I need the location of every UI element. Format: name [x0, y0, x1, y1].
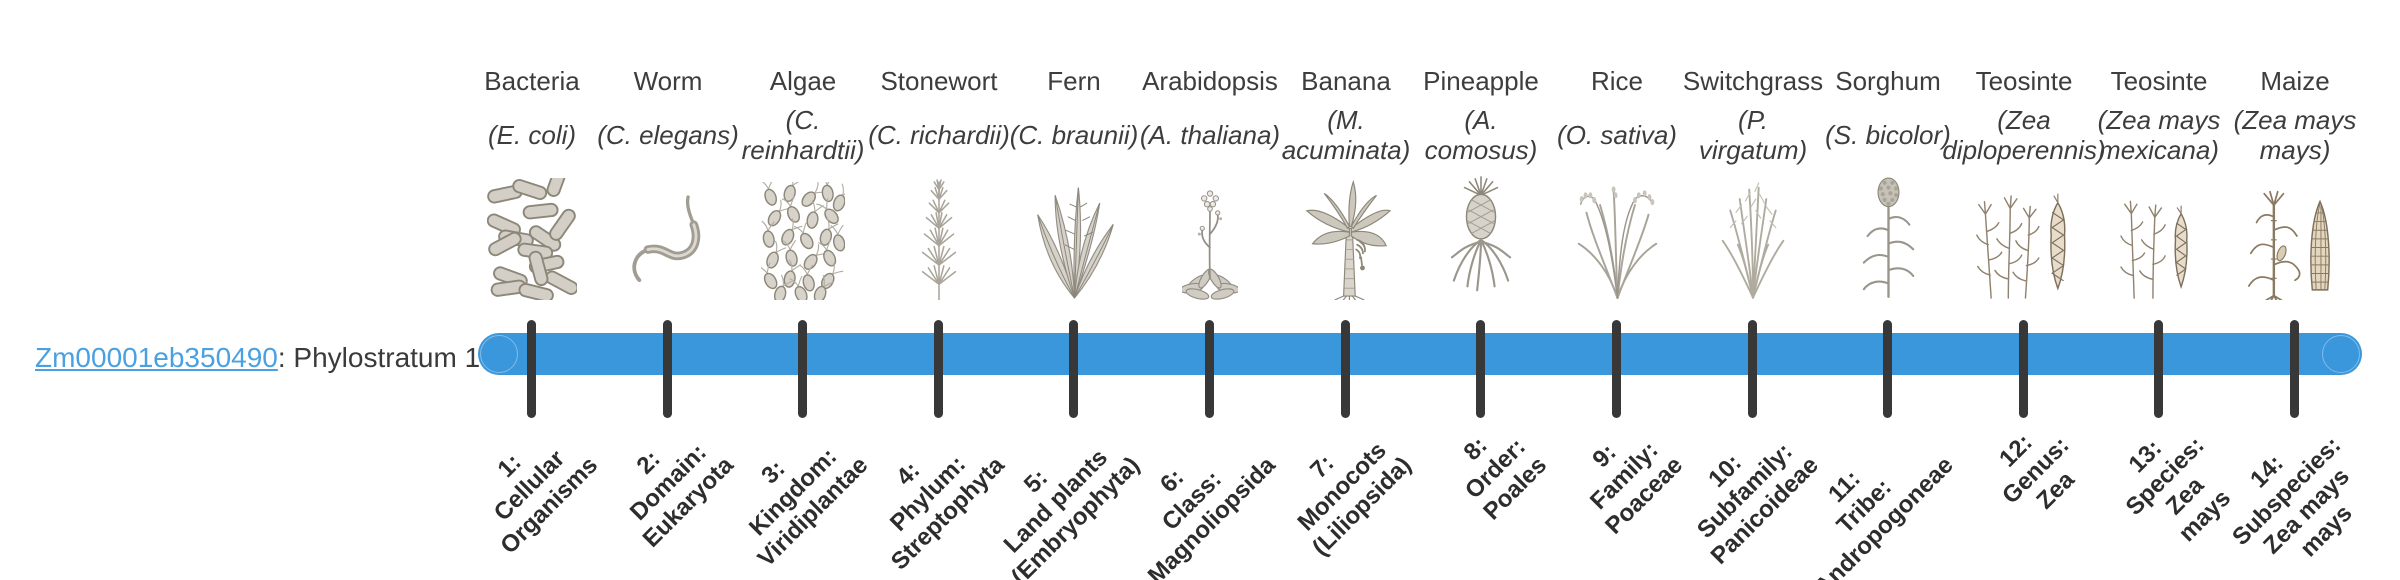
organism-name: Pineapple	[1423, 66, 1539, 96]
pineapple-illustration	[1411, 170, 1551, 300]
gene-label: Zm00001eb350490: Phylostratum 1	[35, 340, 480, 376]
switchgrass-illustration	[1683, 170, 1823, 300]
organism-column-arabidopsis: Arabidopsis (A. thaliana)	[1135, 66, 1285, 166]
algae-illustration	[733, 170, 873, 300]
organism-name: Fern	[1047, 66, 1101, 96]
organism-scientific-name: (A. comosus)	[1424, 105, 1538, 165]
stonewort-illustration	[869, 170, 1009, 300]
teosinte-diploperennis-illustration	[1954, 170, 2094, 300]
tick-2	[663, 320, 672, 418]
organism-column-worm: Worm (C. elegans)	[593, 66, 743, 166]
organism-scientific-name: (Zea mays mexicana)	[2097, 105, 2221, 165]
tick-1	[527, 320, 536, 418]
tick-4	[934, 320, 943, 418]
organism-scientific-name: (Zea diploperennis)	[1942, 105, 2106, 165]
tick-11	[1883, 320, 1892, 418]
organism-name: Arabidopsis	[1142, 66, 1278, 96]
gene-link[interactable]: Zm00001eb350490	[35, 342, 278, 373]
tick-9	[1612, 320, 1621, 418]
tick-10	[1748, 320, 1757, 418]
stratum-label: 13: Species: Zea mays	[2120, 431, 2237, 548]
organism-column-rice: Rice (O. sativa)	[1542, 66, 1692, 166]
organism-scientific-name: (P. virgatum)	[1698, 105, 1808, 165]
tick-6	[1205, 320, 1214, 418]
organism-scientific-name: (S. bicolor)	[1825, 120, 1951, 150]
organism-name: Rice	[1590, 66, 1643, 96]
organism-name: Bacteria	[484, 66, 580, 96]
stratum-label: 12: Genus: Zea	[1994, 428, 2081, 515]
organism-scientific-name: (E. coli)	[487, 120, 577, 150]
organism-name: Banana	[1301, 66, 1391, 96]
organism-column-maize: Maize (Zea mays mays)	[2220, 66, 2370, 166]
organism-name: Algae	[769, 66, 837, 96]
sorghum-illustration	[1818, 170, 1958, 300]
organism-name: Stonewort	[880, 66, 998, 96]
organism-column-teosinte-mexicana: Teosinte (Zea mays mexicana)	[2084, 66, 2234, 166]
rice-illustration	[1547, 170, 1687, 300]
organism-scientific-name: (C. braunii)	[1009, 120, 1139, 150]
tick-8	[1476, 320, 1485, 418]
organism-column-teosinte-diploperennis: Teosinte (Zea diploperennis)	[1942, 66, 2106, 166]
organism-name: Worm	[633, 66, 703, 96]
stratum-label: 9: Family: Poaceae	[1584, 436, 1688, 540]
phylostratum-bar	[478, 333, 2362, 375]
tick-12	[2019, 320, 2028, 418]
worm-illustration	[598, 170, 738, 300]
stratum-label: 14: Subspecies: Zea mays mays	[2226, 431, 2358, 563]
tick-14	[2290, 320, 2299, 418]
organism-column-banana: Banana (M. acuminata)	[1271, 66, 1421, 166]
organism-name: Teosinte	[1975, 66, 2073, 96]
maize-illustration	[2225, 170, 2365, 300]
stratum-label: 1: Cellular Organisms	[488, 445, 603, 560]
organism-scientific-name: (C. richardii)	[868, 120, 1010, 150]
organism-scientific-name: (A. thaliana)	[1139, 120, 1281, 150]
organism-column-pineapple: Pineapple (A. comosus)	[1406, 66, 1556, 166]
stratum-label: 7: Monocots (Liliopsida)	[1292, 436, 1417, 562]
organism-column-fern: Fern (C. braunii)	[999, 66, 1149, 166]
teosinte-mexicana-illustration	[2089, 170, 2229, 300]
organism-column-algae: Algae (C. reinhardtii)	[728, 66, 878, 166]
organism-column-stonewort: Stonewort (C. richardii)	[864, 66, 1014, 166]
tick-3	[798, 320, 807, 418]
fern-illustration	[1004, 170, 1144, 300]
organism-column-switchgrass: Switchgrass (P. virgatum)	[1678, 66, 1828, 166]
stratum-label: 3: Kingdom: Viridiplantae	[744, 442, 874, 573]
tick-7	[1341, 320, 1350, 418]
organism-name: Sorghum	[1835, 66, 1941, 96]
stratum-label: 6: Class: Magnoliopsida	[1142, 451, 1281, 580]
organism-name: Maize	[2260, 66, 2330, 96]
tick-13	[2154, 320, 2163, 418]
stratum-label: 2: Domain: Eukaryota	[624, 438, 739, 553]
organism-column-sorghum: Sorghum (S. bicolor)	[1813, 66, 1963, 166]
organism-scientific-name: (O. sativa)	[1557, 120, 1677, 150]
banana-illustration	[1276, 170, 1416, 300]
organism-scientific-name: (M. acuminata)	[1281, 105, 1411, 165]
organism-column-bacteria: Bacteria (E. coli)	[457, 66, 607, 166]
phylostratum-text: : Phylostratum 1	[277, 342, 481, 373]
organism-name: Teosinte	[2110, 66, 2208, 96]
organism-scientific-name: (C. reinhardtii)	[741, 105, 865, 165]
organism-name: Switchgrass	[1682, 66, 1824, 96]
bacteria-illustration	[462, 170, 602, 300]
organism-scientific-name: (C. elegans)	[597, 120, 739, 150]
arabidopsis-illustration	[1140, 170, 1280, 300]
stratum-label: 8: Order: Poales	[1458, 431, 1552, 526]
tick-5	[1069, 320, 1078, 418]
organism-scientific-name: (Zea mays mays)	[2233, 105, 2357, 165]
stratum-label: 5: Land plants (Embryophyta)	[998, 444, 1145, 580]
